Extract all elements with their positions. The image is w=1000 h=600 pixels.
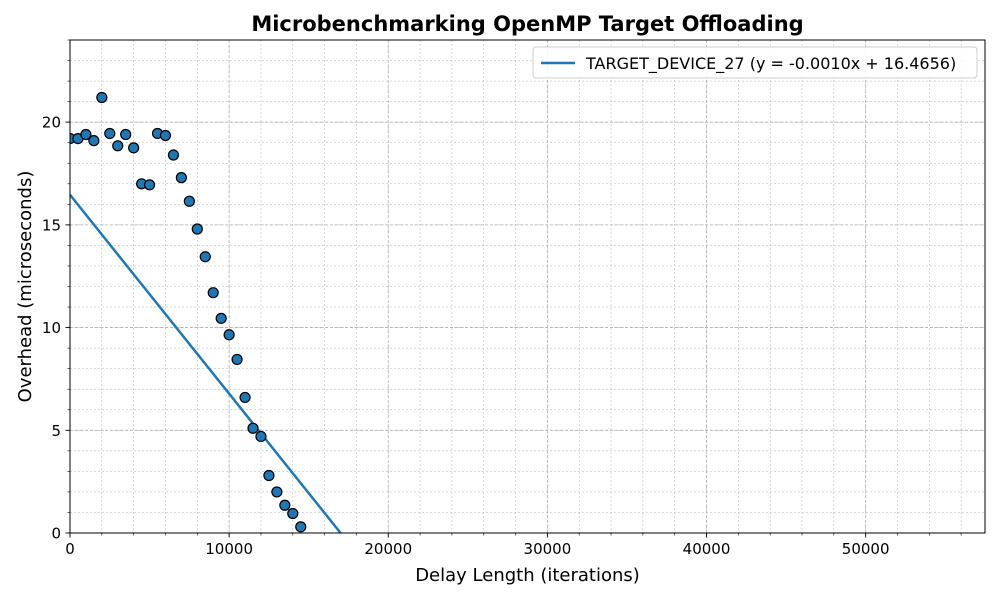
- data-point: [279, 499, 291, 511]
- x-tick-label: 30000: [524, 540, 572, 558]
- axis-ticks: 0 10000 20000 30000 40000 50000 0 5 10 15 20: [42, 39, 962, 558]
- data-point: [255, 430, 267, 443]
- x-tick-label: 40000: [683, 540, 731, 558]
- data-point: [167, 149, 180, 161]
- data-point: [183, 195, 195, 207]
- data-point: [88, 135, 100, 147]
- data-point: [112, 140, 124, 152]
- chart-title: Microbenchmarking OpenMP Target Offloadi…: [251, 12, 803, 36]
- data-point: [215, 312, 227, 324]
- data-point: [239, 391, 251, 404]
- y-tick-label: 10: [42, 319, 61, 337]
- data-point: [159, 129, 172, 142]
- y-tick-label: 15: [42, 216, 61, 234]
- data-point: [207, 287, 219, 299]
- data-point: [231, 353, 243, 366]
- data-point: [287, 507, 299, 520]
- data-point: [223, 329, 235, 341]
- data-point: [199, 251, 211, 263]
- data-point: [175, 172, 187, 184]
- x-tick-label: 20000: [364, 540, 412, 558]
- data-point: [295, 521, 307, 533]
- y-axis-label: Overhead (microseconds): [15, 171, 36, 403]
- x-tick-label: 10000: [205, 540, 253, 558]
- data-point: [128, 142, 140, 154]
- legend-label: TARGET_DEVICE_27 (y = -0.0010x + 16.4656…: [585, 54, 956, 74]
- plot-data: [70, 91, 342, 533]
- x-tick-label: 0: [65, 540, 75, 558]
- x-tick-label: 50000: [842, 540, 890, 558]
- data-point: [104, 127, 116, 140]
- data-point: [96, 91, 108, 104]
- y-tick-label: 20: [42, 114, 61, 132]
- y-tick-label: 0: [51, 525, 61, 543]
- data-point: [271, 486, 283, 498]
- data-point: [263, 469, 275, 482]
- legend: TARGET_DEVICE_27 (y = -0.0010x + 16.4656…: [532, 46, 978, 79]
- x-axis-label: Delay Length (iterations): [415, 565, 640, 586]
- regression-line: [70, 193, 342, 533]
- data-point: [191, 223, 203, 235]
- data-point: [120, 128, 132, 141]
- data-point: [80, 128, 92, 141]
- data-point: [247, 422, 259, 434]
- data-point: [143, 179, 156, 191]
- legend-box: [532, 46, 978, 79]
- y-tick-label: 5: [51, 422, 61, 440]
